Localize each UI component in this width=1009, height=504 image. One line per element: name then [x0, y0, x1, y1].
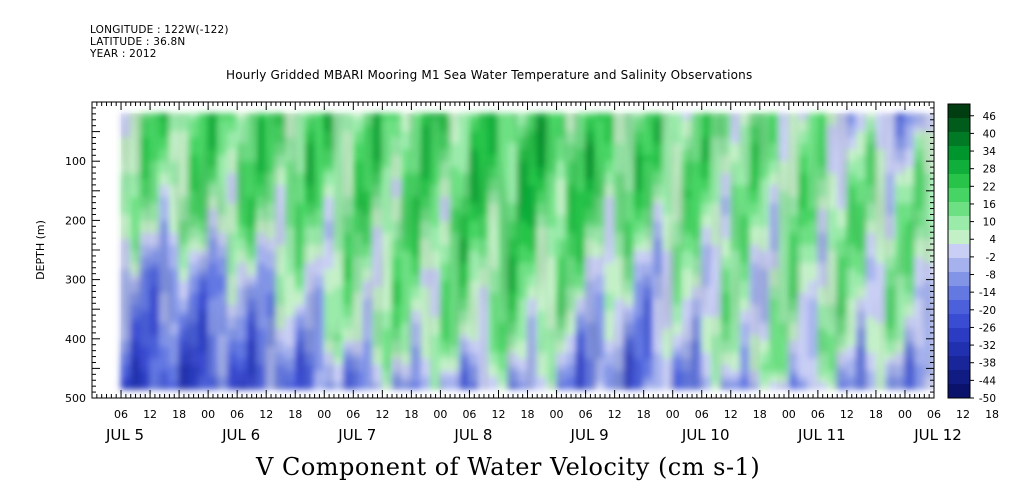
colorbar-swatch — [948, 132, 970, 147]
x-tick-label: 06 — [346, 408, 360, 421]
x-tick-label: 12 — [956, 408, 970, 421]
axes: 06 12 18 00 06 12 18 00 06 12 18 00 06 12 18 00 06 12 18 00… — [34, 101, 999, 444]
y-tick-label: 300 — [65, 274, 86, 287]
longitude-label: LONGITUDE : 122W(-122) — [90, 24, 229, 36]
colorbar-label: 40 — [983, 128, 996, 140]
colorbar-label: 16 — [983, 199, 997, 211]
heatmap-texture — [121, 113, 934, 390]
x-date-label: JUL 10 — [681, 426, 730, 444]
colorbar-label: -38 — [979, 358, 996, 370]
x-tick-label: 06 — [462, 408, 476, 421]
latitude-label: LATITUDE : 36.8N — [90, 36, 186, 48]
colorbar-label: -14 — [979, 287, 996, 299]
colorbar-label: -50 — [979, 393, 996, 405]
colorbar-label: 22 — [983, 181, 996, 193]
colorbar-label: -44 — [979, 375, 996, 387]
colorbar-swatch — [948, 258, 970, 273]
plot-area — [120, 113, 934, 390]
colorbar-label: -8 — [986, 270, 996, 282]
x-tick-label: 00 — [433, 408, 447, 421]
colorbar-swatch — [948, 104, 970, 119]
y-tick-label: 500 — [65, 392, 86, 405]
colorbar-swatch — [948, 342, 970, 357]
colorbar-swatch — [948, 174, 970, 189]
y-tick-label: 400 — [65, 333, 86, 346]
colorbar-swatch — [948, 356, 970, 371]
colorbar-swatch — [948, 314, 970, 329]
y-tick-label: 100 — [65, 155, 86, 168]
colorbar-swatch — [948, 244, 970, 259]
x-date-label: JUL 11 — [797, 426, 846, 444]
colorbar-swatch — [948, 202, 970, 217]
x-tick-label: 00 — [782, 408, 796, 421]
colorbar-frame — [947, 103, 971, 399]
x-tick-label: 06 — [695, 408, 709, 421]
colorbar-swatch — [948, 160, 970, 175]
x-tick-label: 18 — [288, 408, 302, 421]
x-date-label: JUL 6 — [221, 426, 260, 444]
x-tick-label: 18 — [869, 408, 883, 421]
x-tick-label: 00 — [898, 408, 912, 421]
year-label: YEAR : 2012 — [90, 48, 157, 60]
colorbar-swatch — [948, 188, 970, 203]
colorbar-swatch — [948, 328, 970, 343]
x-date-label: JUL 9 — [570, 426, 609, 444]
chart-title: Hourly Gridded MBARI Mooring M1 Sea Wate… — [226, 68, 753, 82]
colorbar-swatch — [948, 272, 970, 287]
x-tick-label: 06 — [230, 408, 244, 421]
x-tick-label: 18 — [521, 408, 535, 421]
colorbar-swatch — [948, 118, 970, 133]
colorbar-label: -32 — [979, 340, 996, 352]
x-tick-label: 18 — [404, 408, 418, 421]
colorbar-label: -2 — [986, 252, 996, 264]
x-tick-label: 00 — [666, 408, 680, 421]
x-date-label: JUL 8 — [453, 426, 492, 444]
x-tick-label: 00 — [201, 408, 215, 421]
x-tick-label: 18 — [172, 408, 186, 421]
colorbar-swatch — [948, 146, 970, 161]
x-tick-label: 00 — [317, 408, 331, 421]
y-axis-label: DEPTH (m) — [34, 220, 47, 280]
colorbar-swatch — [948, 216, 970, 231]
x-tick-label: 06 — [811, 408, 825, 421]
colorbar-label: -26 — [979, 322, 996, 334]
x-tick-label: 12 — [840, 408, 854, 421]
x-tick-label: 12 — [608, 408, 622, 421]
variable-title: V Component of Water Velocity (cm s-1) — [256, 453, 761, 481]
colorbar-label: -20 — [979, 305, 996, 317]
colorbar-swatch — [948, 230, 970, 245]
y-tick-label: 200 — [65, 214, 86, 227]
x-tick-label: 12 — [259, 408, 273, 421]
x-tick-label: 12 — [375, 408, 389, 421]
x-tick-label: 12 — [491, 408, 505, 421]
x-date-label: JUL 12 — [913, 426, 962, 444]
colorbar-swatch — [948, 384, 970, 399]
x-tick-label: 18 — [753, 408, 767, 421]
x-tick-label: 06 — [114, 408, 128, 421]
x-tick-label: 00 — [550, 408, 564, 421]
colorbar-label: 4 — [989, 234, 996, 246]
x-date-label: JUL 7 — [337, 426, 376, 444]
colorbar-label: 46 — [983, 111, 997, 123]
colorbar-label: 28 — [983, 164, 996, 176]
x-date-label: JUL 5 — [105, 426, 144, 444]
colorbar-swatch — [948, 300, 970, 315]
x-tick-label: 12 — [143, 408, 157, 421]
colorbar-label: 34 — [983, 146, 997, 158]
x-tick-label: 18 — [985, 408, 999, 421]
x-tick-label: 12 — [724, 408, 738, 421]
x-tick-label: 18 — [637, 408, 651, 421]
x-tick-label: 06 — [927, 408, 941, 421]
colorbar-swatch — [948, 370, 970, 385]
x-tick-label: 06 — [579, 408, 593, 421]
colorbar: 46 40 34 28 22 16 10 4 -2 -8 -14 -20 -26 -32 -38 -44 -50 — [947, 103, 997, 405]
colorbar-swatch — [948, 286, 970, 301]
colorbar-label: 10 — [983, 217, 996, 229]
